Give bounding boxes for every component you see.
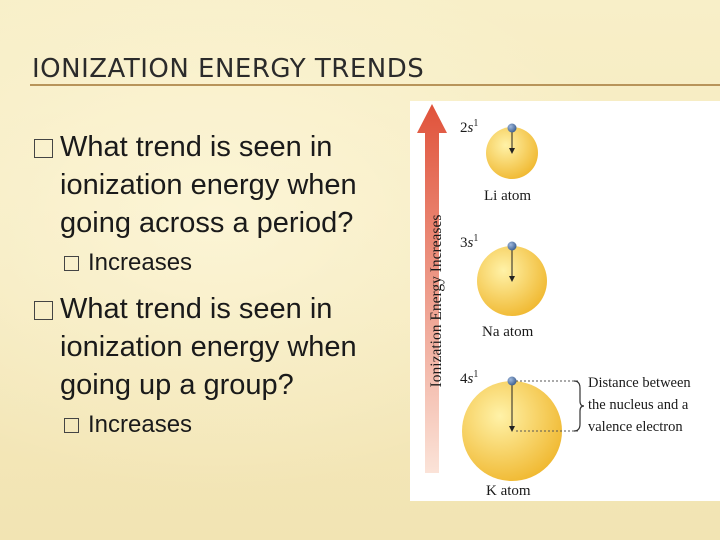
- bullet-question-1: What trend is seen in ionization energy …: [34, 128, 404, 242]
- distance-brace-icon: [573, 380, 585, 432]
- li-config-label: 2s1: [460, 118, 479, 136]
- distance-label: Distance between the nucleus and a valen…: [588, 375, 691, 435]
- li-atom-label: Li atom: [484, 188, 532, 204]
- figure-graphics: [417, 104, 585, 481]
- bullet-box-icon: [34, 301, 53, 320]
- na-electron: [507, 241, 517, 251]
- k-electron: [507, 376, 517, 386]
- k-atom-label: K atom: [486, 483, 531, 499]
- question-text: What trend is seen in ionization energy …: [60, 293, 357, 401]
- axis-label: Ionization Energy Increases: [428, 214, 445, 388]
- na-atom-label: Na atom: [482, 324, 534, 340]
- answer-text: Increases: [88, 411, 193, 438]
- bullet-list: What trend is seen in ionization energy …: [34, 128, 404, 452]
- bullet-box-icon: [34, 139, 53, 158]
- k-config-label: 4s1: [460, 369, 479, 387]
- bullet-question-2: What trend is seen in ionization energy …: [34, 290, 404, 404]
- answer-text: Increases: [88, 249, 193, 276]
- trend-arrow-icon: [417, 104, 447, 473]
- atom-size-figure: Ionization Energy Increases 2s1 Li atom …: [410, 101, 720, 501]
- bullet-answer-1: Increases: [34, 248, 404, 278]
- question-text: What trend is seen in ionization energy …: [60, 131, 357, 239]
- na-config-label: 3s1: [460, 233, 479, 251]
- slide-title: IONIZATION ENERGY TRENDS: [32, 54, 425, 84]
- title-underline: [30, 84, 720, 86]
- bullet-box-icon: [64, 256, 79, 271]
- bullet-box-icon: [64, 418, 79, 433]
- bullet-answer-2: Increases: [34, 410, 404, 440]
- li-electron: [507, 123, 517, 133]
